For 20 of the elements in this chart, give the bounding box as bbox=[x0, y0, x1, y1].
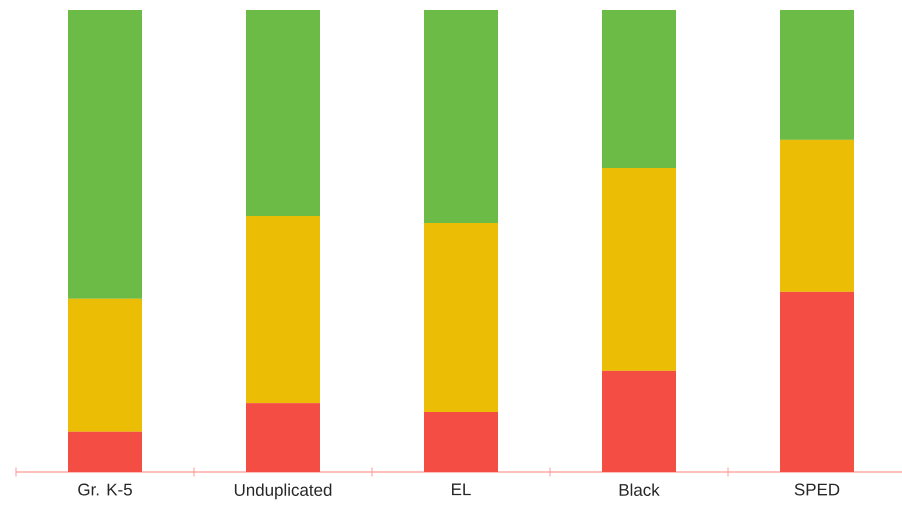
bar bbox=[246, 403, 320, 472]
x-tick-label: SPED bbox=[794, 484, 840, 496]
bar bbox=[246, 216, 320, 404]
bar bbox=[424, 10, 498, 223]
bar bbox=[780, 140, 854, 292]
bar bbox=[68, 298, 142, 432]
x-tick-label: Gr. K-5 bbox=[78, 484, 132, 496]
bar bbox=[68, 432, 142, 472]
bar bbox=[424, 412, 498, 472]
x-tick-label: Unduplicated bbox=[234, 484, 332, 500]
bar bbox=[602, 10, 676, 168]
bar bbox=[68, 10, 142, 299]
bar bbox=[780, 10, 854, 140]
bar bbox=[602, 168, 676, 371]
x-tick-label: EL bbox=[452, 484, 471, 496]
x-tick-label: Black bbox=[620, 484, 660, 496]
bar bbox=[424, 222, 498, 412]
bar bbox=[246, 10, 320, 216]
bar bbox=[780, 292, 854, 472]
bar bbox=[602, 370, 676, 472]
